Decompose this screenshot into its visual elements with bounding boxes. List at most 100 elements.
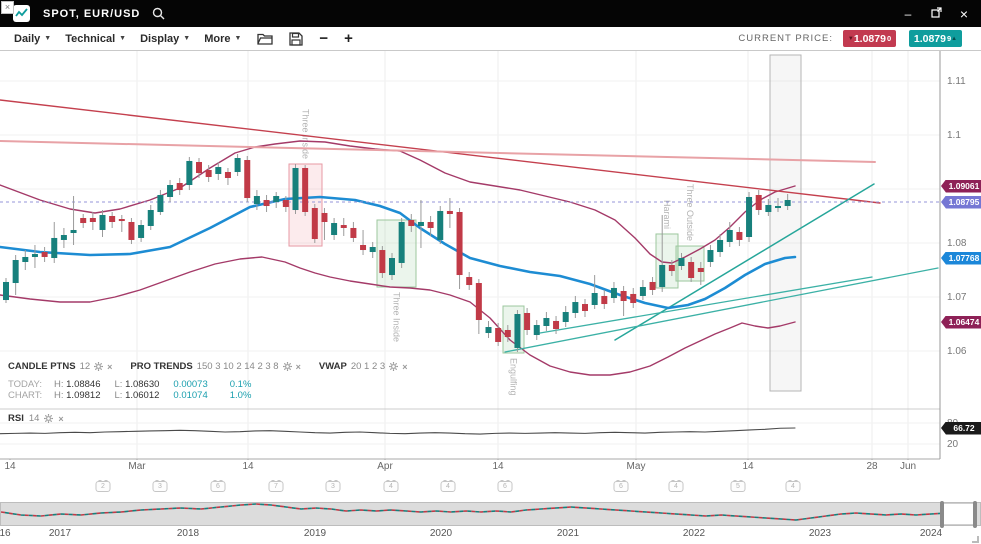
calendar-event-marker[interactable]: 2 — [95, 480, 111, 492]
study-pro-trends: PRO TRENDS 150 3 10 2 14 2 3 8 × — [130, 361, 301, 372]
timeline-navigator[interactable] — [0, 501, 981, 528]
zoom-in-button[interactable]: + — [344, 29, 353, 47]
time-axis-label: 14 — [4, 461, 16, 472]
minimize-button[interactable]: – — [904, 6, 912, 21]
time-axis-label: Mar — [128, 461, 146, 472]
navigator-left-handle[interactable] — [940, 501, 944, 528]
title-bar: SPOT, EUR/USD – × — [0, 0, 981, 27]
chart-canvas: Three Inside Three Inside Engulfing Harami T… — [0, 51, 941, 460]
price-badge: 66.72 — [941, 421, 981, 435]
price-chart[interactable]: Three Inside Three Inside Engulfing Harami T… — [0, 51, 981, 460]
year-label: 2024 — [919, 528, 943, 539]
chevron-down-icon: ▼ — [183, 35, 191, 42]
gear-icon[interactable] — [389, 362, 399, 371]
lower-band-line — [0, 256, 796, 376]
vwap-line — [0, 195, 797, 310]
down-arrow-icon: ▼ — [847, 35, 854, 42]
close-icon[interactable]: × — [402, 361, 408, 372]
year-label: 2017 — [48, 528, 72, 539]
gear-icon[interactable] — [94, 362, 104, 371]
menu-more[interactable]: More ▼ — [204, 32, 242, 45]
calendar-event-marker[interactable]: 3 — [152, 480, 168, 492]
year-label: 2021 — [556, 528, 580, 539]
close-button[interactable]: × — [959, 5, 969, 22]
time-axis-label: 14 — [242, 461, 254, 472]
time-axis: 14 Mar 14 Apr 14 May 14 28 Jun — [0, 461, 940, 475]
menu-technical[interactable]: Technical ▼ — [65, 32, 127, 45]
calendar-event-marker[interactable]: 4 — [440, 480, 456, 492]
rsi-legend: RSI 14 × — [8, 413, 64, 424]
axis-tick-label: 1.06 — [947, 346, 967, 357]
navigator-close-button[interactable]: × — [1, 1, 14, 14]
zoom-out-button[interactable]: − — [319, 29, 329, 47]
calendar-event-marker[interactable]: 6 — [210, 480, 226, 492]
price-badge: 1.08795 — [941, 195, 981, 209]
popout-icon[interactable] — [929, 7, 943, 20]
current-price-label: CURRENT PRICE: — [738, 33, 833, 44]
event-marker-row: 2 3 6 7 3 4 4 6 6 4 5 4 — [0, 480, 981, 495]
study-legend: CANDLE PTNS 12 × PRO TRENDS 150 3 10 2 1… — [8, 361, 419, 372]
calendar-event-marker[interactable]: 4 — [383, 480, 399, 492]
pattern-label: Three Inside — [301, 109, 311, 159]
pattern-label: Engulfing — [509, 358, 519, 396]
calendar-event-marker[interactable]: 6 — [613, 480, 629, 492]
time-axis-label: 14 — [492, 461, 504, 472]
pattern-label: Harami — [662, 200, 672, 229]
menu-display[interactable]: Display ▼ — [140, 32, 191, 45]
axis-tick-label: 1.07 — [947, 292, 967, 303]
year-label: 2022 — [682, 528, 706, 539]
price-badge: 1.06474 — [941, 315, 981, 329]
chevron-down-icon: ▼ — [119, 35, 127, 42]
open-chart-button[interactable] — [257, 32, 274, 45]
pattern-box — [502, 305, 525, 354]
price-badge: 1.07768 — [941, 251, 981, 265]
gear-icon[interactable] — [282, 362, 292, 371]
resize-grip-icon[interactable] — [972, 536, 979, 543]
time-axis-label: Apr — [377, 461, 393, 472]
close-icon[interactable]: × — [107, 361, 113, 372]
axis-tick-label: 1.08 — [947, 238, 967, 249]
forecast-zone — [769, 54, 802, 392]
time-axis-label: 28 — [866, 461, 878, 472]
toolbar: Daily ▼ Technical ▼ Display ▼ More ▼ − + CUR… — [0, 27, 981, 51]
bid-price-badge: ▼ 1.0879 0 — [843, 30, 896, 47]
support-trendline-steep — [614, 183, 875, 341]
resistance-trendline-light — [0, 140, 876, 163]
page-title: SPOT, EUR/USD — [43, 7, 141, 20]
axis-tick-label: 20 — [947, 439, 959, 450]
close-icon[interactable]: × — [58, 413, 64, 424]
time-axis-label: Jun — [899, 461, 917, 472]
menu-interval[interactable]: Daily ▼ — [14, 32, 52, 45]
year-label: 16 — [0, 528, 11, 539]
support-trendline-shallow — [504, 267, 939, 353]
calendar-event-marker[interactable]: 6 — [497, 480, 513, 492]
year-label: 2019 — [303, 528, 327, 539]
navigator-right-handle[interactable] — [973, 501, 977, 528]
rsi-line — [0, 427, 796, 435]
time-axis-label: 14 — [742, 461, 754, 472]
calendar-event-marker[interactable]: 7 — [268, 480, 284, 492]
calendar-event-marker[interactable]: 4 — [668, 480, 684, 492]
pattern-label: Three Outside — [685, 184, 695, 241]
ask-price-badge: 1.0879 9 ▲ — [909, 30, 962, 47]
save-button[interactable] — [289, 31, 304, 46]
up-arrow-icon: ▲ — [951, 35, 958, 42]
year-label: 2023 — [808, 528, 832, 539]
chevron-down-icon: ▼ — [44, 35, 52, 42]
calendar-event-marker[interactable]: 4 — [785, 480, 801, 492]
year-label: 2018 — [176, 528, 200, 539]
close-icon[interactable]: × — [295, 361, 301, 372]
gear-icon[interactable] — [44, 414, 54, 423]
axis-tick-label: 1.11 — [947, 76, 966, 87]
study-candle-ptns: CANDLE PTNS 12 × — [8, 361, 113, 372]
calendar-event-marker[interactable]: 3 — [325, 480, 341, 492]
navigator-selection-window[interactable] — [940, 501, 977, 528]
pattern-label: Three Inside — [392, 292, 402, 342]
chevron-down-icon: ▼ — [234, 35, 242, 42]
search-icon[interactable] — [152, 7, 165, 20]
app-logo-icon — [13, 5, 30, 22]
study-vwap: VWAP 20 1 2 3 × — [318, 361, 408, 372]
calendar-event-marker[interactable]: 5 — [730, 480, 746, 492]
navigator-sparkline — [0, 503, 977, 521]
